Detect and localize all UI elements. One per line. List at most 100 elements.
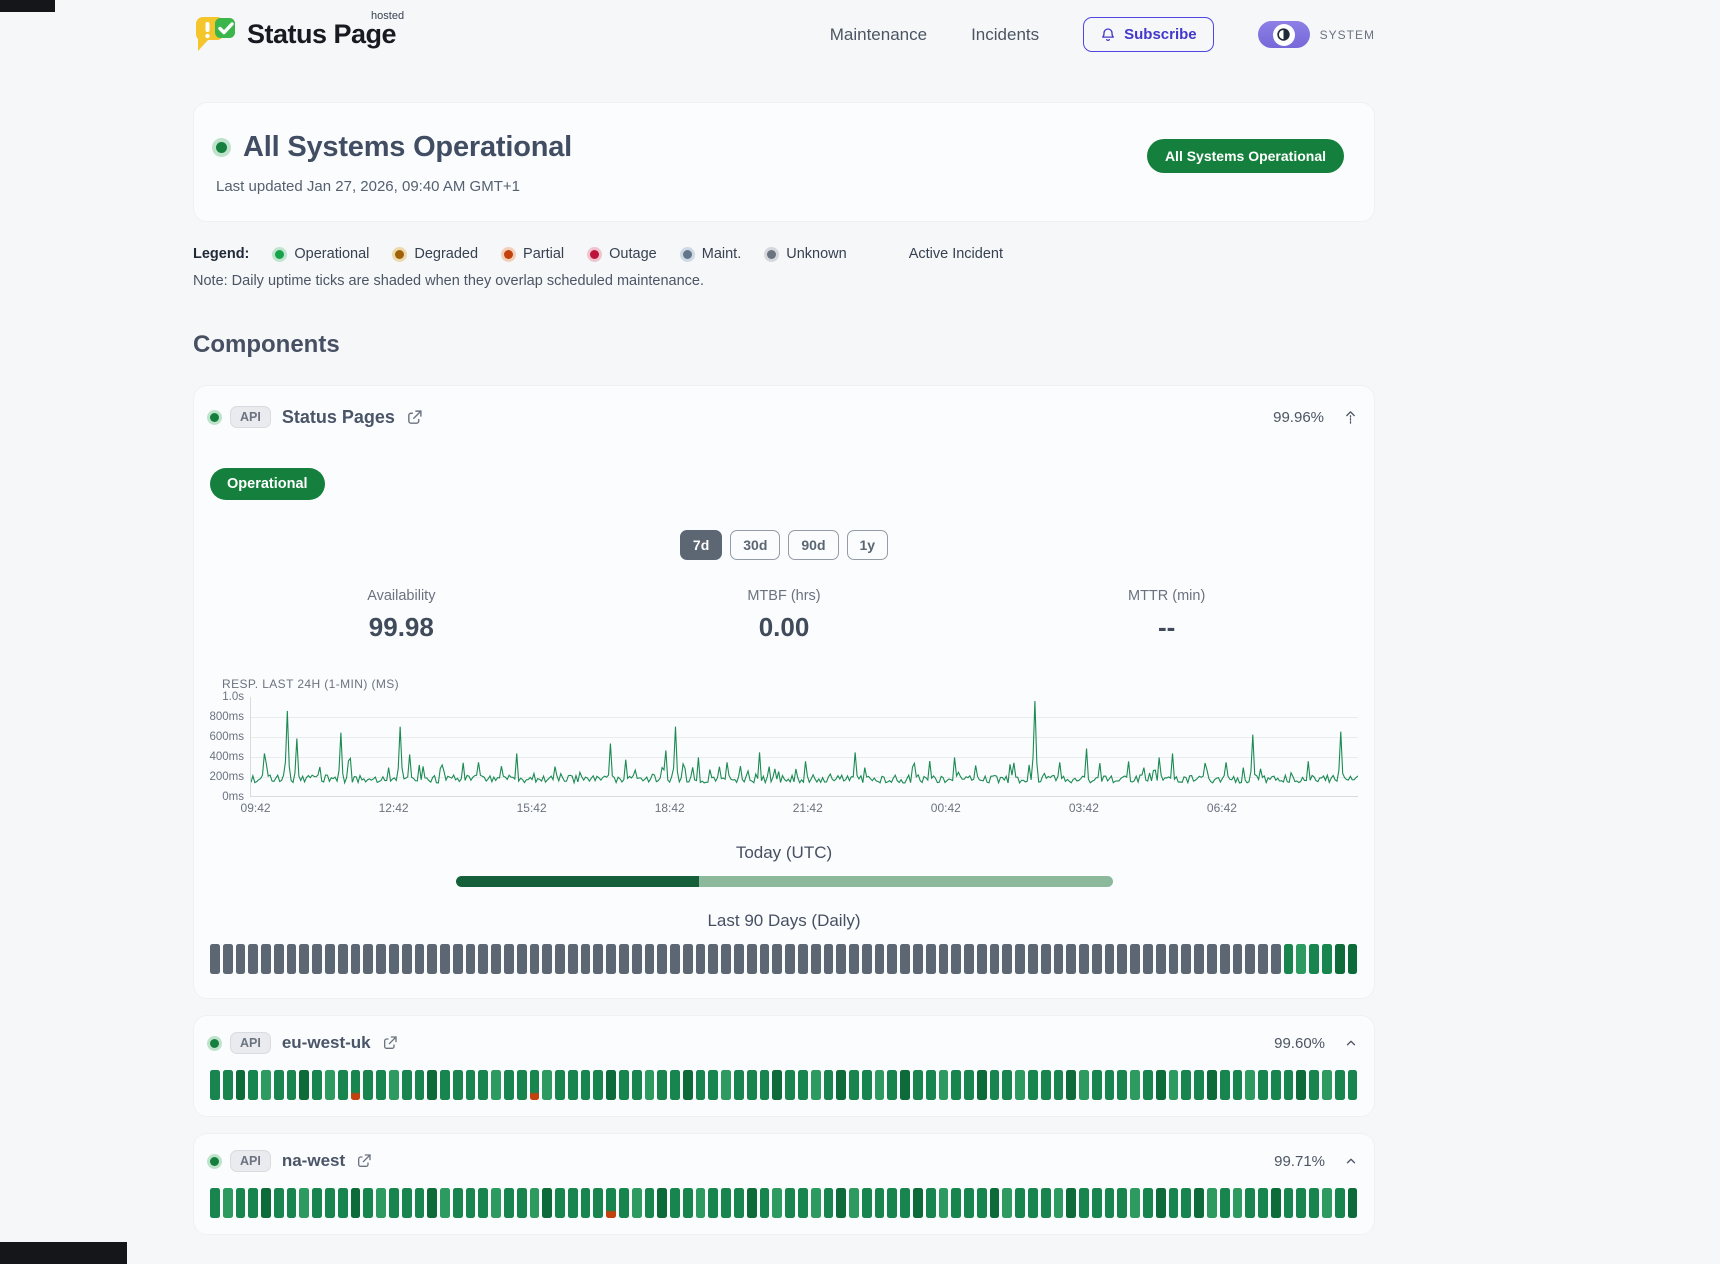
uptime-tick	[1130, 1070, 1141, 1100]
uptime-tick	[593, 1188, 604, 1218]
uptime-tick	[465, 1070, 476, 1100]
brand-title-text: Status Page	[247, 19, 397, 49]
y-axis-tick-label: 1.0s	[222, 691, 244, 703]
uptime-tick	[759, 1070, 770, 1100]
uptime-tick	[849, 1070, 859, 1100]
top-bar: Status Page hosted Maintenance Incidents…	[193, 0, 1375, 56]
component-name: eu-west-uk	[281, 1033, 371, 1052]
expand-chevron-icon[interactable]	[1344, 1154, 1358, 1168]
uptime-tick	[593, 1070, 604, 1100]
uptime-tick	[261, 944, 271, 974]
uptime-tick	[951, 1070, 962, 1100]
uptime-tick	[976, 1188, 987, 1218]
brand-logo[interactable]: Status Page hosted	[193, 10, 404, 55]
uptime-tick	[1206, 1070, 1217, 1100]
uptime-tick	[388, 1070, 399, 1100]
uptime-tick	[964, 944, 974, 974]
brand-title: Status Page hosted	[247, 10, 404, 50]
legend-status-dot-icon	[395, 249, 405, 259]
uptime-tick	[964, 1188, 974, 1218]
uptime-tick	[925, 1070, 936, 1100]
uptime-tick	[1053, 1188, 1064, 1218]
uptime-tick	[376, 1188, 386, 1218]
uptime-tick	[1053, 944, 1064, 974]
external-link-icon[interactable]	[406, 409, 423, 426]
y-axis-tick-label: 400ms	[209, 751, 244, 763]
uptime-tick	[337, 1070, 348, 1100]
uptime-tick	[261, 1188, 271, 1218]
uptime-tick	[823, 944, 834, 974]
last-90-days-label: Last 90 Days (Daily)	[707, 911, 861, 930]
external-link-icon[interactable]	[382, 1035, 398, 1051]
theme-switcher: SYSTEM	[1257, 21, 1375, 48]
uptime-tick	[1194, 1070, 1204, 1100]
uptime-tick	[567, 944, 578, 974]
legend-status-dot-icon	[682, 249, 692, 259]
bell-icon	[1102, 27, 1115, 41]
uptime-tick	[938, 1070, 949, 1100]
uptime-tick	[248, 1188, 259, 1218]
uptime-tick	[503, 1070, 514, 1100]
uptime-tick	[797, 944, 808, 974]
collapse-arrow-icon[interactable]	[1343, 410, 1358, 425]
uptime-tick	[1002, 1070, 1013, 1100]
range-button-1y[interactable]: 1y	[846, 530, 889, 560]
uptime-tick	[1232, 1188, 1243, 1218]
uptime-tick	[427, 1070, 438, 1100]
uptime-tick	[1015, 1070, 1025, 1100]
uptime-tick	[1168, 1188, 1179, 1218]
uptime-tick	[325, 944, 335, 974]
uptime-tick	[222, 1188, 233, 1218]
uptime-tick	[222, 944, 233, 974]
components-section-title: Components	[193, 331, 340, 358]
uptime-tick	[388, 944, 399, 974]
uptime-tick	[976, 944, 987, 974]
uptime-tick	[363, 1188, 374, 1218]
expand-chevron-icon[interactable]	[1344, 1036, 1358, 1050]
x-axis-tick-label: 00:42	[930, 801, 961, 815]
uptime-tick	[1130, 944, 1141, 974]
range-button-30d[interactable]: 30d	[730, 530, 781, 560]
uptime-tick	[542, 944, 553, 974]
uptime-tick	[1130, 1188, 1141, 1218]
subscribe-button[interactable]: Subscribe	[1083, 17, 1214, 52]
uptime-tick	[542, 1070, 553, 1100]
range-button-7d[interactable]: 7d	[679, 530, 723, 560]
uptime-tick	[1334, 1188, 1345, 1218]
component-card-status-pages: API Status Pages 99.96% Operational 7d 30…	[193, 385, 1375, 999]
uptime-tick	[708, 944, 719, 974]
uptime-tick	[376, 1070, 386, 1100]
uptime-tick	[452, 944, 463, 974]
nav-incidents-link[interactable]: Incidents	[971, 24, 1040, 44]
stat-label: MTBF (hrs)	[747, 588, 821, 604]
uptime-tick	[1347, 1070, 1358, 1100]
legend-status-dot-icon	[767, 249, 777, 259]
legend-title: Legend:	[193, 246, 250, 262]
uptime-tick	[1155, 1188, 1166, 1218]
theme-toggle[interactable]	[1257, 21, 1310, 48]
uptime-tick	[325, 1188, 335, 1218]
uptime-tick	[606, 1070, 616, 1100]
uptime-tick	[299, 1070, 310, 1100]
uptime-tick	[734, 1188, 744, 1218]
external-link-icon[interactable]	[356, 1153, 372, 1169]
uptime-tick	[1155, 1070, 1166, 1100]
uptime-tick	[887, 1070, 898, 1100]
uptime-tick	[861, 944, 872, 974]
chart-gridline	[251, 717, 1358, 718]
uptime-tick	[414, 944, 425, 974]
uptime-tick	[925, 1188, 936, 1218]
uptime-tick	[427, 944, 438, 974]
uptime-tick	[1079, 1188, 1089, 1218]
uptime-tick	[912, 1188, 923, 1218]
uptime-tick	[1117, 1188, 1128, 1218]
uptime-tick	[1181, 1188, 1192, 1218]
nav-maintenance-link[interactable]: Maintenance	[829, 24, 928, 44]
uptime-tick	[1321, 944, 1332, 974]
range-button-90d[interactable]: 90d	[788, 530, 839, 560]
x-axis-tick-label: 09:42	[240, 801, 271, 815]
component-name: na-west	[281, 1151, 346, 1170]
uptime-tick	[1104, 1188, 1115, 1218]
uptime-tick	[516, 1188, 527, 1218]
uptime-tick	[785, 1070, 795, 1100]
